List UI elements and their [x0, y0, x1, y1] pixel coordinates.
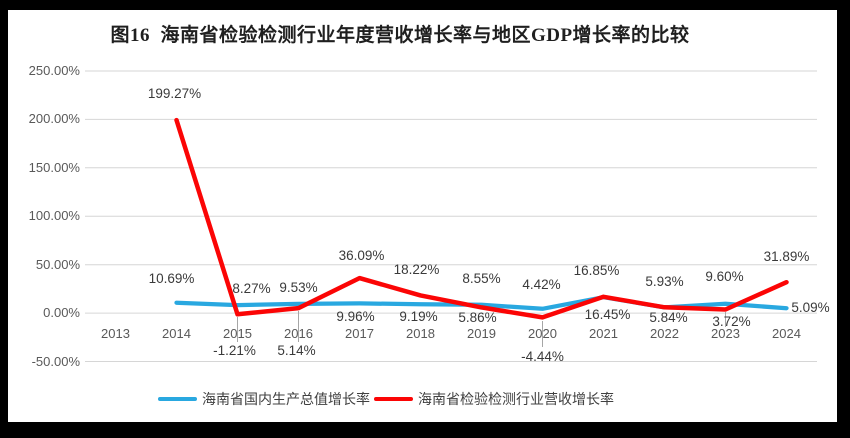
chart-title: 图16 海南省检验检测行业年度营收增长率与地区GDP增长率的比较 — [110, 25, 690, 46]
legend: 海南省国内生产总值增长率 海南省检验检测行业营收增长率 — [158, 390, 614, 408]
series-line-industry — [174, 117, 789, 320]
legend-line-swatch-gdp — [158, 396, 197, 402]
legend-line-swatch-industry — [374, 396, 413, 402]
legend-label-gdp: 海南省国内生产总值增长率 — [202, 391, 370, 407]
legend-label-industry: 海南省检验检测行业营收增长率 — [418, 391, 614, 407]
